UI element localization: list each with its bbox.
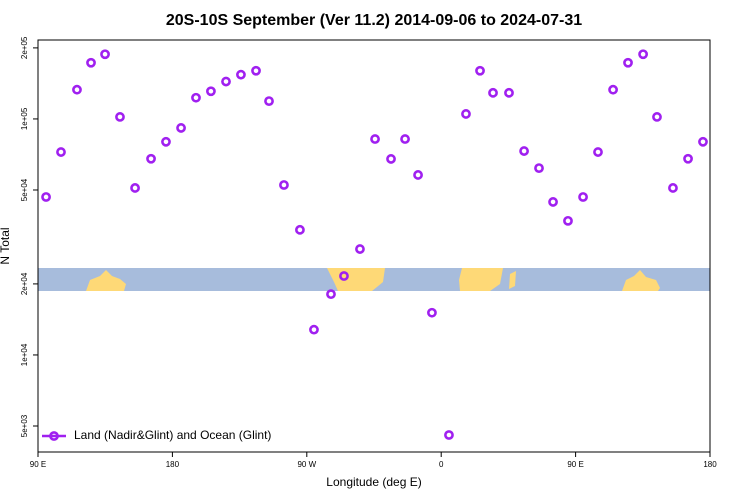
x-tick-label: 90 W — [297, 460, 316, 469]
data-point — [427, 307, 437, 318]
x-tick-label: 0 — [439, 460, 444, 469]
y-tick-label: 2e+05 — [20, 36, 29, 59]
data-point — [146, 153, 156, 164]
data-point — [638, 49, 648, 60]
data-point — [309, 324, 319, 335]
data-point — [504, 87, 514, 98]
y-tick-label: 5e+04 — [20, 178, 29, 201]
data-point — [623, 57, 633, 68]
y-tick-label: 1e+05 — [20, 107, 29, 130]
data-point — [72, 84, 82, 95]
data-point — [326, 289, 336, 300]
data-point — [534, 163, 544, 174]
y-tick-label: 2e+04 — [20, 272, 29, 295]
plot-frame — [37, 39, 711, 453]
data-point — [191, 92, 201, 103]
data-point — [264, 96, 274, 107]
data-point — [115, 112, 125, 122]
data-point — [698, 136, 708, 147]
map-strip — [38, 268, 710, 291]
data-point — [86, 57, 96, 68]
data-point — [339, 271, 349, 281]
data-point — [444, 430, 454, 440]
y-tick-label: 5e+03 — [20, 414, 29, 437]
chart-title: 20S-10S September (Ver 11.2) 2014-09-06 … — [166, 12, 582, 29]
data-point — [176, 123, 186, 133]
data-point — [279, 180, 289, 190]
data-point — [236, 69, 246, 80]
data-point — [668, 183, 678, 193]
x-tick-label: 90 E — [567, 460, 583, 469]
data-point — [161, 136, 171, 147]
data-point — [563, 215, 573, 226]
data-point — [578, 192, 588, 202]
y-tick-label: 1e+04 — [20, 343, 29, 366]
data-point — [56, 147, 66, 157]
legend-marker — [49, 431, 59, 441]
data-point — [548, 197, 558, 207]
data-point — [295, 224, 305, 235]
data-point — [652, 112, 662, 122]
data-point — [461, 109, 471, 119]
legend-label: Land (Nadir&Glint) and Ocean (Glint) — [74, 428, 271, 442]
data-point — [608, 84, 618, 95]
data-point — [221, 76, 231, 87]
data-point — [251, 65, 261, 76]
data-point — [100, 49, 110, 60]
data-point — [386, 154, 396, 164]
data-point — [400, 134, 410, 144]
data-point — [370, 134, 380, 144]
data-point — [593, 147, 603, 157]
data-point — [130, 183, 140, 193]
data-point — [475, 65, 485, 76]
x-tick-label: 180 — [703, 460, 717, 469]
x-axis-label: Longitude (deg E) — [326, 475, 421, 489]
data-point — [355, 244, 365, 254]
x-tick-label: 90 E — [30, 460, 46, 469]
y-axis-label: N Total — [0, 227, 12, 264]
data-point — [488, 87, 498, 98]
data-point — [206, 86, 216, 97]
data-point — [413, 170, 423, 180]
data-point — [519, 146, 529, 156]
data-point — [683, 153, 693, 164]
x-tick-label: 180 — [166, 460, 180, 469]
data-point — [41, 192, 51, 202]
